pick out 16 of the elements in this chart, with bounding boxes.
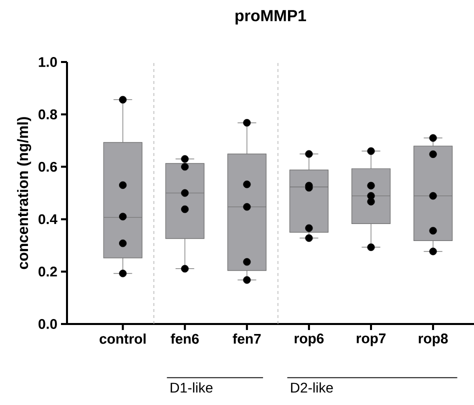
- y-tick-label: 0.2: [38, 266, 57, 277]
- x-tick-label: rop6: [294, 334, 324, 346]
- text: D1-like: [170, 382, 213, 393]
- y-tick-label: 0.8: [38, 109, 58, 120]
- y-tick-label: 1.0: [38, 57, 57, 67]
- y-axis-title: concentration (ng/ml): [17, 117, 32, 270]
- y-tick-label: 0.4: [38, 214, 58, 224]
- chart-title: proMMP1: [236, 10, 306, 24]
- x-tick-label: fen7: [232, 334, 261, 344]
- x-tick-label: rop7: [356, 334, 386, 346]
- y-tick-label: 0.6: [38, 162, 57, 172]
- x-tick-label: fen6: [170, 334, 199, 344]
- x-tick-label: control: [100, 334, 146, 344]
- text: D2-like: [291, 382, 333, 393]
- y-tick-label: 0.0: [38, 319, 57, 329]
- x-tick-label: rop8: [418, 334, 448, 346]
